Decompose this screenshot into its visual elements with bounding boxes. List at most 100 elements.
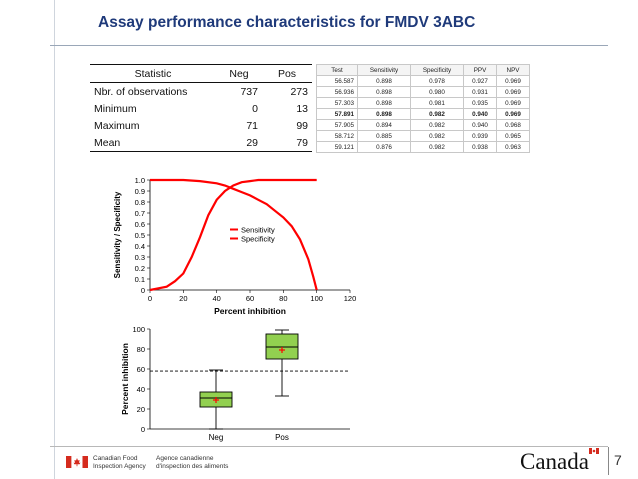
canada-flag-icon — [66, 456, 88, 468]
wordmark-flag-icon — [589, 448, 599, 454]
y-tick-label: 0.8 — [135, 198, 145, 207]
perf-cell: 0.885 — [357, 130, 411, 142]
perf-cell: 0.969 — [496, 86, 530, 98]
perf-cell: 0.965 — [496, 130, 530, 142]
perf-cell: 56.587 — [316, 75, 358, 87]
stats-cell: Minimum — [94, 102, 137, 115]
footer-separator — [608, 447, 609, 475]
legend-label: Sensitivity — [241, 226, 275, 235]
perf-cell: 57.303 — [316, 97, 358, 109]
x-tick-label: 20 — [179, 294, 187, 303]
agency-fr-line2: d'inspection des aliments — [156, 463, 229, 470]
perf-cell: 0.982 — [410, 108, 464, 120]
perf-cell: 0.894 — [357, 119, 411, 131]
perf-cell: 0.982 — [410, 141, 464, 153]
sensitivity-specificity-chart: 0 0.1 0.2 0.3 0.4 0.5 0.6 0.7 0.8 0.9 1.0 0 20 40 60 80… — [113, 176, 356, 316]
box-pos — [265, 333, 299, 360]
table-row: Maximum 71 99 — [90, 117, 312, 134]
perf-header-ppv: PPV — [463, 64, 497, 76]
agency-en-line2: Inspection Agency — [93, 463, 146, 470]
table-row: 57.905 0.894 0.982 0.940 0.968 — [316, 119, 530, 131]
stats-cell: 0 — [252, 102, 258, 115]
perf-cell: 0.978 — [410, 75, 464, 87]
perf-cell: 0.969 — [496, 97, 530, 109]
agency-name-french: Agence canadienne d'inspection des alime… — [156, 455, 228, 471]
perf-cell: 58.712 — [316, 130, 358, 142]
table-row: 58.712 0.885 0.982 0.939 0.965 — [316, 130, 530, 142]
perf-cell: 0.898 — [357, 97, 411, 109]
stats-cell: 273 — [290, 85, 308, 98]
y-tick-label: 80 — [137, 345, 145, 354]
table-row: 57.891 0.898 0.982 0.940 0.969 — [316, 108, 530, 120]
perf-cell: 0.931 — [463, 86, 497, 98]
perf-header-row: Test Sensitivity Specificity PPV NPV — [316, 64, 530, 76]
page-number: 7 — [614, 452, 622, 468]
stats-cell: 13 — [296, 102, 308, 115]
x-tick-label: 40 — [212, 294, 220, 303]
perf-cell: 0.980 — [410, 86, 464, 98]
table-row: Mean 29 79 — [90, 134, 312, 152]
y-tick-label: 1.0 — [135, 176, 145, 185]
stats-cell: Maximum — [94, 119, 140, 132]
perf-header-npv: NPV — [496, 64, 530, 76]
agency-fr-line1: Agence canadienne — [156, 455, 214, 462]
perf-cell: 0.982 — [410, 130, 464, 142]
perf-header-test: Test — [316, 64, 358, 76]
table-row: 56.936 0.898 0.980 0.931 0.969 — [316, 86, 530, 98]
title-underline — [50, 45, 608, 46]
y-tick-label: 0.1 — [135, 275, 145, 284]
series-line-specificity — [149, 178, 317, 292]
performance-table: Test Sensitivity Specificity PPV NPV 56.… — [316, 64, 530, 153]
perf-cell: 0.940 — [463, 108, 497, 120]
agency-name-english: Canadian Food Inspection Agency — [93, 455, 146, 471]
perf-cell: 0.898 — [357, 75, 411, 87]
perf-cell: 59.121 — [316, 141, 358, 153]
perf-cell: 0.938 — [463, 141, 497, 153]
perf-cell: 0.968 — [496, 119, 530, 131]
legend-label: Specificity — [241, 235, 275, 244]
left-margin-rule — [54, 0, 55, 479]
table-row: Minimum 0 13 — [90, 100, 312, 117]
x-tick-label: 80 — [279, 294, 287, 303]
perf-cell: 57.891 — [316, 108, 358, 120]
table-row: 57.303 0.898 0.981 0.935 0.969 — [316, 97, 530, 109]
stats-cell: 99 — [296, 119, 308, 132]
canada-wordmark: Canada — [520, 449, 589, 474]
x-category-label: Pos — [275, 433, 289, 442]
y-tick-label: 0 — [141, 425, 145, 434]
stats-cell: Nbr. of observations — [94, 85, 188, 98]
stats-cell: 79 — [262, 134, 312, 152]
perf-cell: 0.898 — [357, 86, 411, 98]
perf-cell: 0.981 — [410, 97, 464, 109]
perf-cell: 0.876 — [357, 141, 411, 153]
agency-en-line1: Canadian Food — [93, 455, 138, 462]
stats-header-row: Statistic Neg Pos — [90, 64, 312, 83]
y-tick-label: 20 — [137, 405, 145, 414]
slide-title: Assay performance characteristics for FM… — [98, 14, 476, 31]
perf-cell: 0.935 — [463, 97, 497, 109]
x-category-label: Neg — [209, 433, 224, 442]
x-tick-label: 60 — [246, 294, 254, 303]
perf-cell: 0.898 — [357, 108, 411, 120]
perf-cell: 0.982 — [410, 119, 464, 131]
statistics-table: Statistic Neg Pos Nbr. of observations 7… — [90, 64, 312, 152]
perf-header-specificity: Specificity — [410, 64, 464, 76]
perf-cell: 0.927 — [463, 75, 497, 87]
footer-divider — [50, 446, 608, 447]
perf-cell: 0.969 — [496, 75, 530, 87]
x-axis-title: Percent inhibition — [214, 306, 286, 316]
stats-header-pos: Pos — [262, 64, 312, 83]
perf-cell: 0.940 — [463, 119, 497, 131]
series-line-sensitivity — [150, 178, 318, 291]
y-tick-label: 100 — [132, 325, 145, 334]
stats-cell: 737 — [240, 85, 258, 98]
perf-cell: 0.939 — [463, 130, 497, 142]
y-tick-label: 0.2 — [135, 264, 145, 273]
perf-cell: 0.963 — [496, 141, 530, 153]
y-tick-label: 0.7 — [135, 209, 145, 218]
stats-cell: 29 — [216, 134, 262, 152]
perf-cell: 57.905 — [316, 119, 358, 131]
x-tick-label: 0 — [148, 294, 152, 303]
table-row: Nbr. of observations 737 273 — [90, 83, 312, 101]
